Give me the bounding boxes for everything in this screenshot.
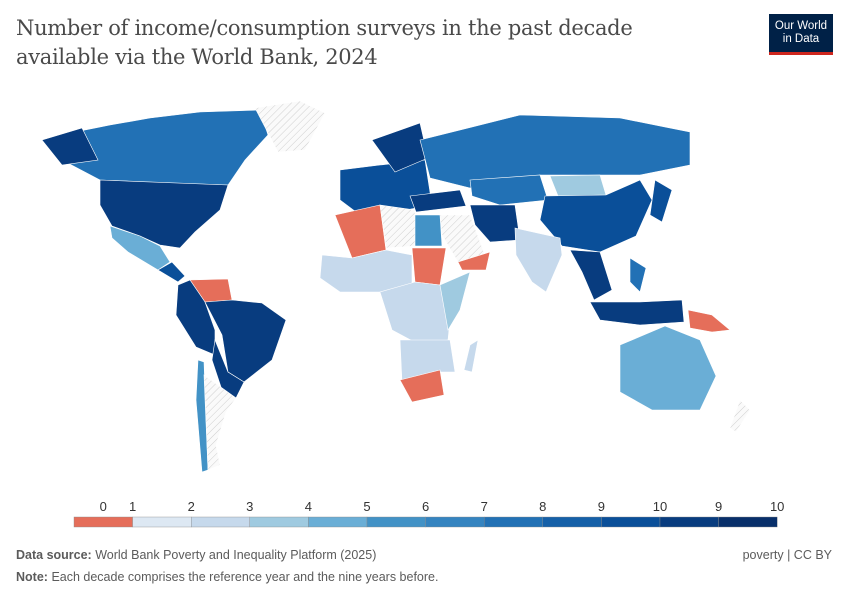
region-chile[interactable] [195, 359, 209, 473]
legend-bin-10[interactable] [659, 516, 719, 528]
legend-bin-4[interactable] [308, 516, 368, 528]
legend-bin-3[interactable] [249, 516, 309, 528]
legend-tick-label: 3 [246, 499, 253, 514]
note-label: Note: [16, 570, 48, 584]
legend-tick-label: 2 [188, 499, 195, 514]
region-argentina[interactable] [203, 374, 237, 471]
region-iran[interactable] [469, 204, 521, 243]
region-indonesia[interactable] [589, 299, 685, 326]
region-southern-africa[interactable] [399, 339, 456, 383]
data-source: Data source: World Bank Poverty and Ineq… [16, 548, 376, 562]
legend-bin-11[interactable] [718, 516, 778, 528]
logo-line-2: in Data [782, 33, 820, 45]
region-united-states[interactable] [99, 179, 229, 249]
region-yemen[interactable] [457, 251, 491, 271]
region-sudan[interactable] [411, 247, 447, 286]
legend-tick-label: 5 [363, 499, 370, 514]
region-kazakhstan[interactable] [469, 174, 549, 206]
legend-tick-label: 0 [100, 499, 107, 514]
region-australia[interactable] [619, 325, 717, 411]
note: Note: Each decade comprises the referenc… [16, 570, 438, 584]
source-label: Data source: [16, 548, 92, 562]
region-mongolia[interactable] [549, 174, 607, 197]
source-text[interactable]: World Bank Poverty and Inequality Platfo… [95, 548, 377, 562]
legend-bin-0[interactable] [73, 516, 133, 528]
legend-tick-label: 4 [305, 499, 312, 514]
legend-bin-5[interactable] [366, 516, 426, 528]
region-philippines[interactable] [629, 257, 647, 293]
region-mexico[interactable] [109, 225, 171, 271]
region-russia[interactable] [419, 114, 691, 189]
legend-tick-label: 1 [129, 499, 136, 514]
legend-tick-label: 10 [653, 499, 667, 514]
region-india[interactable] [514, 227, 563, 293]
note-text: Each decade comprises the reference year… [51, 570, 439, 584]
region-greenland[interactable] [254, 100, 326, 153]
region-egypt[interactable] [414, 214, 443, 247]
region-new-zealand[interactable] [729, 399, 751, 433]
region-china[interactable] [539, 179, 653, 253]
chart-title: Number of income/consumption surveys in … [16, 16, 633, 69]
legend-bin-7[interactable] [484, 516, 544, 528]
legend-tick-label: 9 [715, 499, 722, 514]
region-algeria[interactable] [334, 204, 387, 259]
legend-bin-6[interactable] [425, 516, 485, 528]
region-west-africa[interactable] [319, 249, 413, 293]
region-turkey[interactable] [409, 189, 467, 213]
logo-line-1: Our World [774, 20, 828, 32]
legend-bin-2[interactable] [190, 516, 250, 528]
world-map [41, 100, 751, 473]
legend-bin-1[interactable] [132, 516, 192, 528]
region-europe[interactable] [339, 159, 433, 216]
region-east-africa[interactable] [439, 271, 471, 331]
region-libya[interactable] [379, 204, 416, 249]
legend-tick-label: 9 [598, 499, 605, 514]
region-brazil[interactable] [204, 299, 287, 383]
region-papua-new-guinea[interactable] [687, 309, 731, 333]
legend: 0 1 2 3 4 5 6 7 8 9 10 9 10 [73, 499, 784, 528]
region-japan[interactable] [649, 179, 673, 223]
legend-bin-9[interactable] [601, 516, 661, 528]
region-southeast-asia[interactable] [569, 249, 613, 301]
legend-tick-label: 7 [481, 499, 488, 514]
license[interactable]: poverty | CC BY [742, 548, 832, 562]
legend-tick-label: 10 [770, 499, 784, 514]
legend-tick-label: 8 [539, 499, 546, 514]
legend-tick-label: 6 [422, 499, 429, 514]
region-madagascar[interactable] [463, 339, 479, 373]
owid-logo[interactable]: Our World in Data [769, 14, 833, 55]
region-canada[interactable] [59, 109, 269, 186]
region-central-america[interactable] [157, 261, 186, 283]
region-united-states[interactable] [41, 127, 99, 166]
legend-bin-8[interactable] [542, 516, 602, 528]
region-south-africa[interactable] [399, 369, 445, 403]
